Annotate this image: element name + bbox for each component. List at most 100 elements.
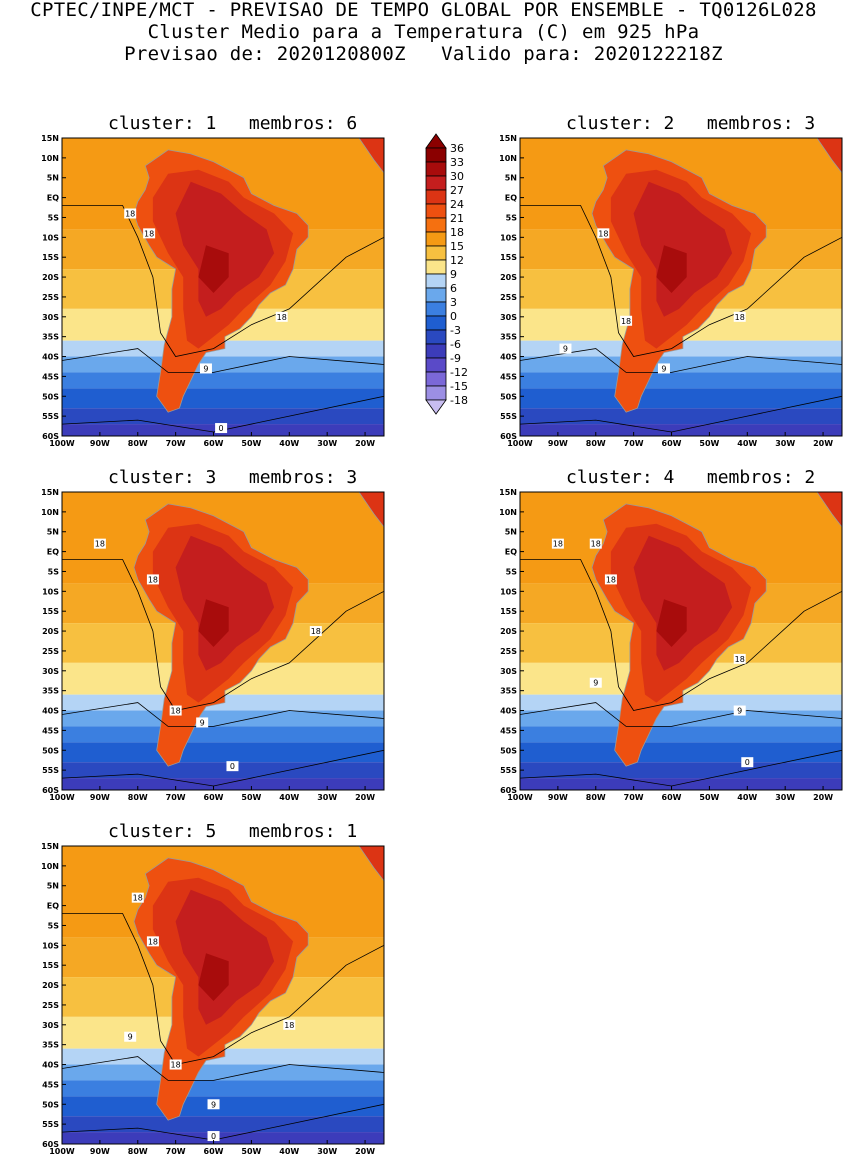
lat-label: 5S — [506, 567, 518, 576]
contour-label: 18 — [144, 229, 154, 238]
lat-label: 5N — [505, 174, 517, 183]
map-frame — [61, 845, 385, 1145]
temperature-band — [520, 388, 842, 409]
colorbar-label: -12 — [450, 366, 468, 379]
temperature-band — [62, 742, 384, 763]
colorbar-swatch — [425, 203, 447, 219]
colorbar-swatch — [425, 385, 447, 401]
lon-label: 60W — [662, 793, 682, 802]
lat-label: 55S — [500, 766, 517, 775]
lat-label: EQ — [505, 194, 517, 203]
africa-coast — [358, 846, 384, 882]
lon-label: 30W — [317, 793, 337, 802]
lat-label: 50S — [42, 746, 59, 755]
map-panel-5: cluster: 5 membros: 1 — [20, 821, 420, 1161]
lon-label: 70W — [166, 439, 186, 448]
lon-label: 50W — [699, 793, 719, 802]
contour-label: 0 — [745, 758, 750, 767]
colorbar-swatch — [425, 147, 447, 163]
lat-label: 55S — [42, 766, 59, 775]
map-panel-3: cluster: 3 membros: 3 — [20, 467, 420, 807]
lon-label: 90W — [90, 1147, 110, 1156]
lat-label: 15S — [500, 253, 517, 262]
lat-label: 20S — [500, 627, 517, 636]
colorbar-label: -3 — [450, 324, 461, 337]
contour-label-bg — [169, 705, 182, 716]
colorbar-label: 6 — [450, 282, 457, 295]
lat-label: 5N — [47, 174, 59, 183]
contour-line-18 — [520, 205, 842, 357]
hottest-region — [198, 953, 229, 1001]
contour-label: 18 — [95, 540, 105, 549]
lat-label: 35S — [42, 333, 59, 342]
lon-label: 80W — [128, 439, 148, 448]
lon-label: 90W — [90, 793, 110, 802]
colorbar-swatch — [425, 217, 447, 233]
lon-label: 70W — [166, 793, 186, 802]
africa-coast — [816, 492, 842, 528]
lat-label: 40S — [500, 353, 517, 362]
lat-label: 15N — [41, 842, 59, 851]
lat-label: 60S — [500, 432, 517, 441]
contour-line-9 — [62, 348, 384, 373]
colorbar-bottom-arrow — [425, 399, 447, 415]
contour-label-bg — [124, 208, 137, 219]
contour-label-bg — [146, 574, 159, 585]
temperature-band — [520, 726, 842, 743]
lat-label: 10N — [499, 508, 517, 517]
contour-label-bg — [733, 705, 746, 716]
lon-label: 20W — [355, 793, 375, 802]
colorbar-swatch — [425, 175, 447, 191]
lat-label: 5N — [47, 882, 59, 891]
lon-label: 100W — [49, 439, 75, 448]
lat-label: 35S — [42, 1041, 59, 1050]
contour-label: 9 — [200, 718, 205, 727]
lat-label: 20S — [42, 273, 59, 282]
contour-label-bg — [733, 311, 746, 322]
lat-label: 15N — [41, 488, 59, 497]
lon-label: 30W — [317, 1147, 337, 1156]
temperature-band — [520, 372, 842, 389]
colorbar-swatch — [425, 273, 447, 289]
lat-label: 40S — [42, 1061, 59, 1070]
colorbar-label: 30 — [450, 170, 464, 183]
contour-label-bg — [196, 717, 209, 728]
lat-label: 35S — [500, 333, 517, 342]
lat-label: 40S — [42, 353, 59, 362]
contour-label: 9 — [593, 679, 598, 688]
map-panel-4: cluster: 4 membros: 2 — [478, 467, 847, 807]
contour-label: 9 — [128, 1033, 133, 1042]
lon-label: 40W — [279, 793, 299, 802]
lon-label: 40W — [279, 1147, 299, 1156]
temperature-band — [62, 408, 384, 425]
colorbar-swatch — [425, 301, 447, 317]
contour-label-bg — [657, 363, 670, 374]
panel-title: cluster: 5 membros: 1 — [108, 821, 358, 842]
contour-label-bg — [131, 892, 144, 903]
colorbar-label: 33 — [450, 156, 464, 169]
temperature-band — [520, 742, 842, 763]
lat-label: 15S — [42, 607, 59, 616]
contour-label: 18 — [133, 894, 143, 903]
contour-label: 18 — [553, 540, 563, 549]
lat-label: 60S — [42, 1140, 59, 1149]
contour-label-bg — [207, 1099, 220, 1110]
map-2: 18 18 18 9 9 15N 10N 5N EQ 5S 10S 15S 20S 25S 30S 35S 40… — [499, 134, 843, 448]
lon-label: 30W — [775, 793, 795, 802]
contour-label: 9 — [737, 707, 742, 716]
contour-label: 18 — [148, 937, 158, 946]
lon-label: 80W — [128, 793, 148, 802]
panel-title: cluster: 2 membros: 3 — [566, 113, 816, 134]
lat-label: 15N — [499, 488, 517, 497]
colorbar-label: -18 — [450, 394, 468, 407]
lat-label: 55S — [42, 412, 59, 421]
contour-label-bg — [207, 1131, 220, 1142]
lon-label: 60W — [204, 1147, 224, 1156]
temperature-band — [62, 1116, 384, 1133]
colorbar-label: 12 — [450, 254, 464, 267]
temperature-band — [62, 388, 384, 409]
hottest-region — [198, 599, 229, 647]
contour-line-9 — [520, 702, 842, 727]
lat-label: 20S — [42, 627, 59, 636]
contour-label-bg — [199, 363, 212, 374]
